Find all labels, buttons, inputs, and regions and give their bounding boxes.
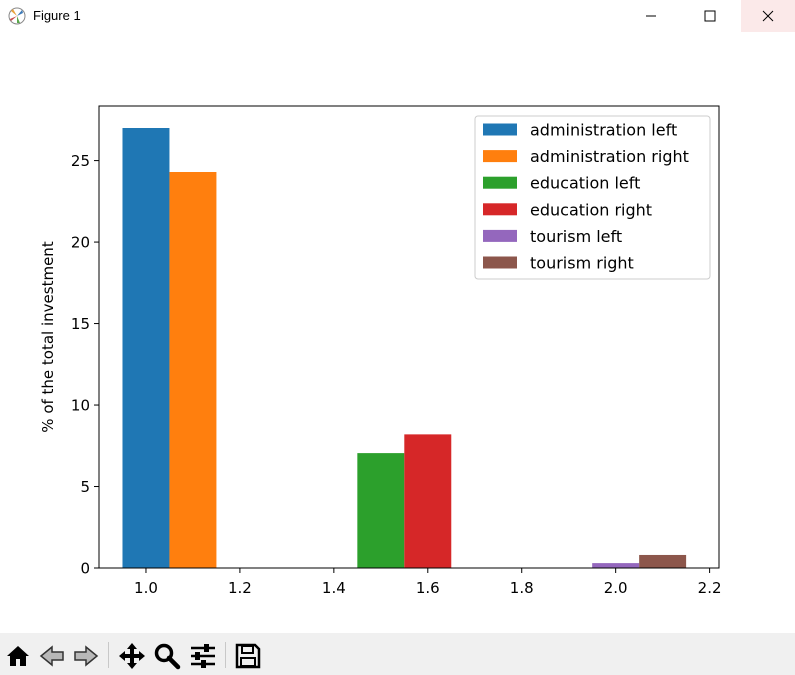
back-icon [39,645,64,667]
legend-swatch [483,229,517,242]
x-tick-label: 1.2 [228,579,252,597]
save-button[interactable] [234,642,262,670]
x-tick-label: 1.6 [416,579,440,597]
x-tick-label: 2.0 [604,579,628,597]
legend-label: tourism right [530,254,634,273]
legend-box [474,115,711,280]
bar-administration-right [169,172,217,568]
bar-chart: 1.0 1.2 1.4 1.6 1.8 2.0 2.2 0 5 10 15 20 25 % of the … [39,105,722,597]
close-icon [762,10,774,22]
legend-swatch [483,176,517,189]
axes-frame [98,105,720,569]
matplotlib-logo-icon [8,7,26,25]
save-icon [235,643,261,669]
zoom-button[interactable] [153,642,181,670]
forward-icon [74,645,99,667]
y-tick-label: 25 [71,152,90,170]
title-bar: Figure 1 [0,0,795,33]
configure-subplots-icon [191,644,215,668]
home-icon [7,646,29,666]
configure-subplots-button[interactable] [189,642,217,670]
window-title: Figure 1 [33,8,81,23]
maximize-button[interactable] [687,0,733,32]
toolbar-separator [225,642,226,668]
bar-education-right [404,434,452,568]
zoom-icon [154,643,181,670]
legend-label: administration right [530,147,689,166]
pan-button[interactable] [118,642,146,670]
pan-icon [119,643,145,669]
x-tick-label: 1.0 [134,579,158,597]
y-tick-label: 20 [71,234,90,252]
legend-swatch [483,203,517,216]
bar-tourism-right [639,554,687,568]
minimize-icon [646,15,656,17]
bar-education-left [357,453,405,568]
close-button[interactable] [741,0,795,32]
x-tick-label: 1.8 [510,579,534,597]
legend-label: tourism left [530,227,622,246]
minimize-button[interactable] [628,0,674,32]
home-button[interactable] [4,642,32,670]
x-tick-label: 2.2 [698,579,722,597]
x-tick-label: 1.4 [322,579,346,597]
legend-swatch [483,256,517,269]
y-axis-label: % of the total investment [39,241,57,433]
y-tick-label: 10 [71,397,90,415]
bar-administration-left [122,128,170,568]
maximize-icon [704,10,716,22]
forward-button[interactable] [72,642,100,670]
legend-label: education right [530,200,652,219]
legend-swatch [483,123,517,136]
bar-tourism-left [592,563,640,568]
figure-canvas[interactable]: 1.0 1.2 1.4 1.6 1.8 2.0 2.2 0 5 10 15 20 25 % of the … [0,33,795,633]
legend-label: administration left [530,121,677,140]
y-tick-label: 5 [80,478,90,496]
toolbar-separator [108,642,109,668]
y-tick-label: 0 [80,560,90,578]
legend-label: education left [530,174,640,193]
back-button[interactable] [38,642,66,670]
legend-swatch [483,150,517,163]
navigation-toolbar [0,633,795,675]
y-tick-label: 15 [71,315,90,333]
